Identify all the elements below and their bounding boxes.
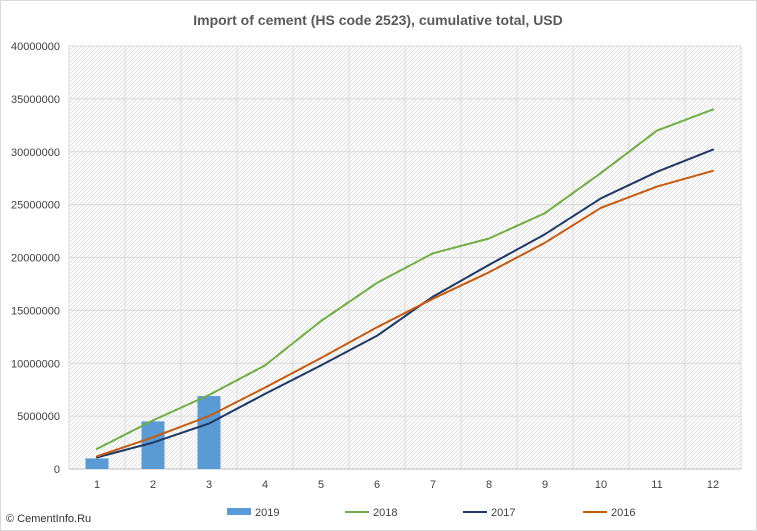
x-tick-label: 5 bbox=[318, 479, 324, 491]
x-tick-label: 2 bbox=[150, 479, 156, 491]
y-tick-label: 25000000 bbox=[11, 200, 60, 212]
y-tick-label: 5000000 bbox=[17, 411, 60, 423]
y-tick-label: 35000000 bbox=[11, 94, 60, 106]
legend-item-2019: 2019 bbox=[227, 507, 279, 519]
y-tick-label: 15000000 bbox=[11, 305, 60, 317]
y-tick-label: 30000000 bbox=[11, 147, 60, 159]
y-tick-label: 10000000 bbox=[11, 358, 60, 370]
y-tick-label: 20000000 bbox=[11, 253, 60, 265]
x-tick-label: 1 bbox=[94, 479, 100, 491]
line-2018 bbox=[96, 108, 714, 450]
line-2017 bbox=[96, 148, 714, 459]
legend: 2019 2018 2017 2016 bbox=[227, 507, 635, 519]
legend-label: 2017 bbox=[491, 507, 515, 519]
legend-label: 2018 bbox=[373, 507, 397, 519]
x-tick-label: 6 bbox=[374, 479, 380, 491]
y-tick-label: 40000000 bbox=[11, 41, 60, 53]
x-tick-label: 12 bbox=[707, 479, 719, 491]
legend-item-2016: 2016 bbox=[583, 507, 635, 519]
x-tick-label: 3 bbox=[206, 479, 212, 491]
x-tick-label: 8 bbox=[486, 479, 492, 491]
x-tick-label: 10 bbox=[595, 479, 607, 491]
bar-2019 bbox=[141, 421, 165, 469]
x-tick-label: 11 bbox=[651, 479, 662, 491]
legend-label: 2019 bbox=[255, 507, 279, 519]
y-tick-label: 0 bbox=[54, 464, 60, 476]
chart-title: Import of cement (HS code 2523), cumulat… bbox=[193, 12, 563, 28]
plot-area: 0 5000000 10000000 15000000 20000000 25000000… bbox=[11, 41, 742, 491]
legend-label: 2016 bbox=[611, 507, 635, 519]
legend-item-2017: 2017 bbox=[463, 507, 515, 519]
x-tick-label: 4 bbox=[262, 479, 268, 491]
line-2016 bbox=[96, 169, 714, 458]
legend-item-2018: 2018 bbox=[345, 507, 397, 519]
bar-2019 bbox=[85, 458, 109, 469]
x-tick-label: 9 bbox=[542, 479, 548, 491]
watermark: © CementInfo.Ru bbox=[6, 513, 92, 525]
legend-swatch bbox=[227, 508, 251, 515]
x-tick-label: 7 bbox=[430, 479, 436, 491]
bar-2019 bbox=[197, 396, 221, 469]
